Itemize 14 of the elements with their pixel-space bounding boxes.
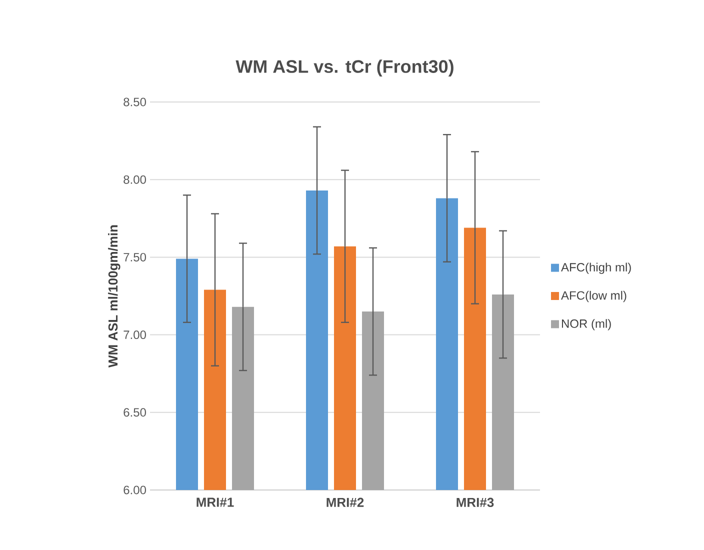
legend-label: AFC(low ml) — [561, 290, 626, 302]
legend-label: NOR (ml) — [562, 319, 611, 330]
y-tick-label: 8.00 — [124, 175, 146, 184]
chart-title: WM ASL vs. tCr (Front30) — [236, 60, 454, 76]
y-tick-label: 7.50 — [124, 252, 146, 262]
y-tick-label: 6.50 — [124, 408, 146, 417]
x-tick-label: MRI#1 — [196, 498, 234, 507]
y-axis-title: WM ASL ml/100gm/min — [108, 225, 120, 368]
y-tick-label: 6.00 — [124, 486, 146, 494]
y-tick-label: 7.00 — [124, 330, 146, 340]
y-tick-label: 8.50 — [124, 98, 146, 106]
legend-label: AFC(high ml) — [561, 262, 631, 274]
x-tick-label: MRI#3 — [456, 498, 494, 508]
x-tick-label: MRI#2 — [326, 498, 364, 507]
